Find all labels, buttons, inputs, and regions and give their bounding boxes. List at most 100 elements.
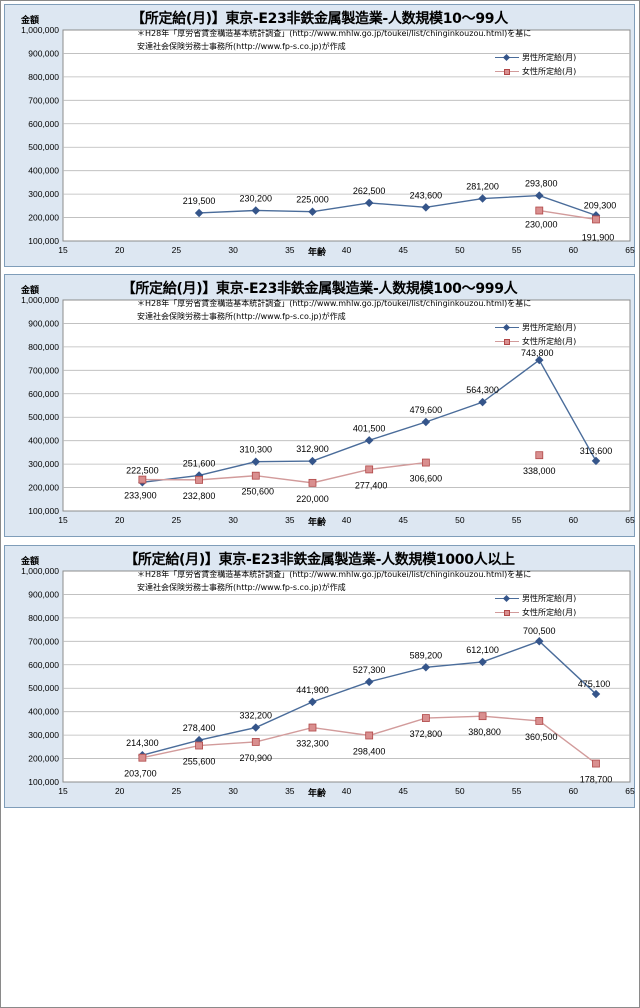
y-tick-label: 400,000: [28, 166, 59, 176]
female-point-marker: [251, 471, 260, 480]
x-tick-label: 25: [172, 786, 182, 796]
x-tick-label: 55: [512, 245, 522, 255]
legend-female-swatch: [495, 337, 519, 347]
male-point-marker: [251, 723, 261, 732]
male-series-line: [199, 194, 597, 217]
chart-panel-large-enterprise: 1,000,000 900,000 800,000 700,000 600,000 500…: [4, 545, 635, 808]
y-tick-label: 200,000: [28, 483, 59, 493]
legend-item-female: 女性所定給(月): [495, 606, 576, 620]
female-data-label: 191,900: [582, 232, 615, 242]
legend-female-swatch: [495, 67, 519, 77]
female-data-label: 338,000: [523, 466, 556, 476]
female-data-label: 372,800: [410, 729, 443, 739]
male-point-marker: [308, 697, 317, 707]
x-tick-label: 20: [115, 245, 125, 255]
source-note: ＊H28年「厚労省賃金構造基本統計調査」(http://www.mhlw.go.…: [137, 297, 531, 323]
chart-legend: 男性所定給(月) 女性所定給(月): [495, 51, 576, 79]
female-data-label: 360,500: [525, 732, 558, 742]
female-data-label: 332,300: [296, 739, 329, 749]
female-series-line: [142, 461, 426, 484]
female-data-label: 178,700: [580, 775, 613, 785]
source-note: ＊H28年「厚労省賃金構造基本統計調査」(http://www.mhlw.go.…: [137, 568, 531, 594]
female-data-label: 380,800: [468, 727, 501, 737]
legend-female-swatch: [495, 608, 519, 618]
female-point-marker: [138, 475, 147, 484]
x-tick-label: 40: [342, 245, 352, 255]
x-tick-label: 30: [228, 515, 238, 525]
y-tick-label: 300,000: [28, 459, 59, 469]
chart-title: 【所定給(月)】東京-E23非鉄金属製造業-人数規模10～99人: [131, 11, 508, 27]
x-tick-label: 15: [58, 245, 68, 255]
female-point-marker: [535, 206, 544, 215]
plot-area: [62, 570, 631, 783]
legend-item-male: 男性所定給(月): [495, 321, 576, 335]
x-tick-label: 30: [228, 245, 238, 255]
female-point-marker: [308, 723, 317, 732]
source-line-1: ＊H28年「厚労省賃金構造基本統計調査」(http://www.mhlw.go.…: [137, 299, 532, 308]
y-tick-label: 200,000: [28, 754, 59, 764]
x-tick-label: 25: [172, 515, 182, 525]
female-point-marker: [195, 741, 203, 750]
y-tick-label: 300,000: [28, 730, 59, 740]
y-tick-label: 200,000: [28, 213, 59, 223]
female-point-marker: [365, 465, 374, 474]
male-data-label: 700,500: [523, 626, 556, 636]
male-point-marker: [194, 208, 204, 218]
legend-female-label: 女性所定給(月): [522, 67, 577, 76]
female-point-marker: [592, 759, 600, 768]
female-point-marker: [138, 753, 147, 762]
male-data-label: 313,600: [580, 446, 613, 456]
y-tick-label: 300,000: [28, 189, 59, 199]
male-point-marker: [364, 436, 374, 445]
male-point-marker: [478, 397, 487, 407]
source-line-2: 安達社会保険労務士事務所(http://www.fp-s.co.jp)が作成: [137, 312, 346, 321]
x-tick-label: 15: [58, 515, 68, 525]
female-data-label: 230,000: [525, 220, 558, 230]
y-tick-label: 1,000,000: [21, 25, 59, 35]
male-data-label: 243,600: [410, 190, 443, 200]
x-tick-label: 60: [569, 786, 579, 796]
female-point-marker: [421, 714, 430, 722]
male-point-marker: [308, 207, 317, 216]
female-data-label: 306,600: [410, 474, 443, 484]
female-data-label: 233,900: [124, 491, 157, 501]
legend-item-female: 女性所定給(月): [495, 65, 576, 79]
x-axis-label: 年齢: [308, 248, 327, 258]
y-axis-label: 金額: [21, 16, 40, 26]
male-data-label: 230,200: [240, 193, 273, 203]
y-tick-label: 700,000: [28, 95, 59, 105]
source-line-1: ＊H28年「厚労省賃金構造基本統計調査」(http://www.mhlw.go.…: [137, 570, 532, 579]
legend-female-label: 女性所定給(月): [522, 337, 577, 346]
male-point-marker: [478, 657, 487, 667]
y-tick-label: 700,000: [28, 636, 59, 646]
male-point-marker: [421, 663, 431, 672]
y-tick-label: 600,000: [28, 389, 59, 399]
y-axis-label: 金額: [21, 557, 40, 567]
male-point-marker: [535, 355, 544, 365]
source-note: ＊H28年「厚労省賃金構造基本統計調査」(http://www.mhlw.go.…: [137, 27, 531, 53]
y-tick-label: 800,000: [28, 613, 59, 623]
female-data-label: 203,700: [124, 769, 157, 779]
x-tick-label: 45: [398, 786, 408, 796]
female-data-label: 220,000: [296, 494, 329, 504]
female-data-label: 270,900: [240, 753, 273, 763]
source-line-1: ＊H28年「厚労省賃金構造基本統計調査」(http://www.mhlw.go.…: [137, 29, 532, 38]
male-point-marker: [251, 206, 261, 215]
chart-legend: 男性所定給(月) 女性所定給(月): [495, 321, 576, 349]
male-data-label: 293,800: [525, 179, 558, 189]
y-tick-label: 900,000: [28, 318, 59, 328]
x-tick-label: 65: [625, 786, 635, 796]
legend-male-label: 男性所定給(月): [522, 594, 577, 603]
male-data-label: 312,900: [296, 444, 329, 454]
male-data-label: 310,300: [240, 445, 273, 455]
male-data-label: 475,100: [578, 679, 611, 689]
male-data-label: 251,600: [183, 458, 216, 468]
y-tick-label: 1,000,000: [21, 295, 59, 305]
legend-male-swatch: [495, 323, 519, 333]
x-tick-label: 50: [455, 786, 465, 796]
y-tick-label: 500,000: [28, 412, 59, 422]
legend-male-label: 男性所定給(月): [522, 53, 577, 62]
x-tick-label: 55: [512, 515, 522, 525]
female-point-marker: [365, 731, 374, 740]
male-point-marker: [421, 203, 431, 212]
